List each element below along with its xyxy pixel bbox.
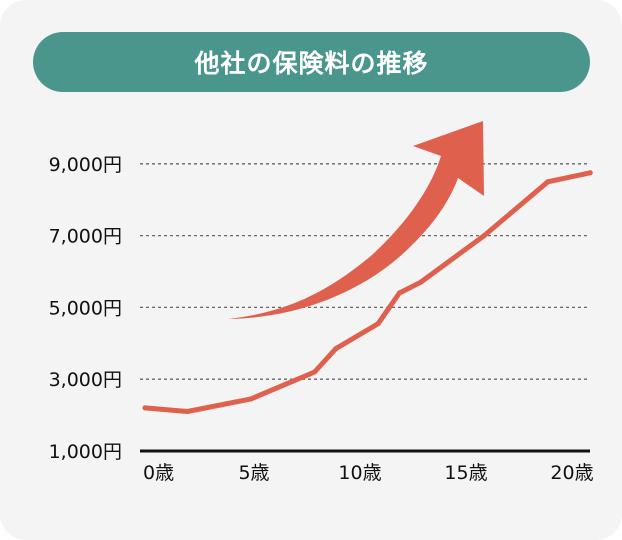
x-tick-label: 0歳 [143,462,174,484]
data-point [142,405,148,411]
data-point [248,396,254,402]
data-point [184,409,190,415]
y-tick-label: 9,000円 [49,154,122,176]
x-tick-label: 20歳 [550,462,593,484]
x-tick-label: 15歳 [444,462,487,484]
data-point [587,170,593,176]
data-point [545,179,551,185]
y-tick-label: 1,000円 [49,441,122,463]
x-tick-label: 5歳 [238,462,269,484]
rising-arrow-icon [228,121,484,319]
data-point [396,290,402,296]
data-point [312,369,318,375]
data-point [418,279,424,285]
chart-title: 他社の保険料の推移 [33,32,590,92]
x-tick-label: 10歳 [338,462,381,484]
data-point [333,346,339,352]
y-tick-label: 3,000円 [49,369,122,391]
data-point [481,233,487,239]
y-tick-label: 5,000円 [49,297,122,319]
y-tick-label: 7,000円 [49,226,122,248]
data-point [375,321,381,327]
series-line [142,170,593,414]
